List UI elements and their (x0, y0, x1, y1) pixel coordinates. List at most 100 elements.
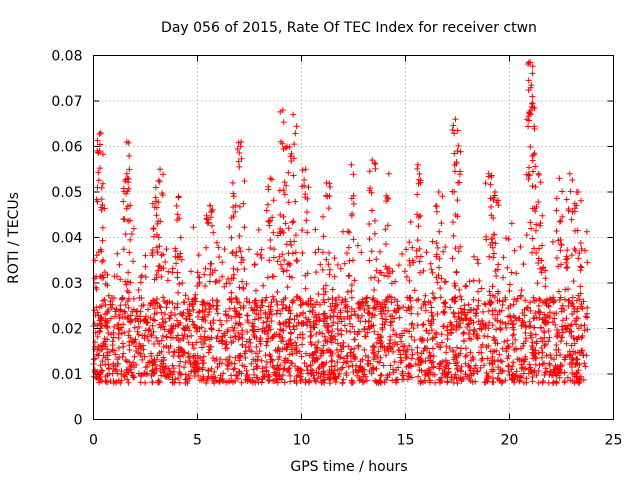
data-point (539, 299, 546, 306)
data-point (171, 379, 178, 386)
data-point (393, 379, 400, 386)
data-point (561, 306, 568, 313)
data-point (315, 339, 322, 346)
data-point (506, 287, 513, 294)
data-point (541, 334, 548, 341)
data-point (414, 165, 421, 172)
data-point (343, 370, 350, 377)
data-point (278, 327, 285, 334)
data-point (237, 248, 244, 255)
data-point (221, 283, 228, 290)
data-point (462, 283, 469, 290)
data-point (172, 253, 179, 260)
data-point (124, 175, 131, 182)
data-point (149, 252, 156, 259)
data-point (422, 307, 429, 314)
data-point (403, 273, 410, 280)
data-point (546, 334, 553, 341)
data-point (131, 338, 138, 345)
data-point (280, 320, 287, 327)
data-point (555, 369, 562, 376)
data-point (361, 378, 368, 385)
data-point (111, 323, 118, 330)
data-point (539, 212, 546, 219)
data-point (499, 345, 506, 352)
data-point (203, 244, 210, 251)
data-point (403, 307, 410, 314)
data-point (150, 302, 157, 309)
data-point (299, 250, 306, 257)
data-point (206, 202, 213, 209)
data-point (550, 299, 557, 306)
data-point (285, 169, 292, 176)
data-point (564, 325, 571, 332)
data-point (335, 351, 342, 358)
data-point (216, 360, 223, 367)
data-point (529, 235, 536, 242)
data-point (313, 378, 320, 385)
data-point (208, 208, 215, 215)
data-point (537, 179, 544, 186)
data-point (275, 344, 282, 351)
data-point (155, 379, 162, 386)
data-point (206, 346, 213, 353)
data-point (576, 375, 583, 382)
data-point (264, 331, 271, 338)
data-point (280, 213, 287, 220)
data-point (331, 374, 338, 381)
data-point (188, 332, 195, 339)
data-point (317, 261, 324, 268)
data-point (99, 201, 106, 208)
data-point (390, 366, 397, 373)
data-point (158, 265, 165, 272)
data-point (326, 271, 333, 278)
data-point (293, 123, 300, 130)
data-point (251, 371, 258, 378)
data-point (267, 359, 274, 366)
data-point (416, 170, 423, 177)
data-point (178, 311, 185, 318)
data-point (114, 321, 121, 328)
data-point (92, 257, 99, 264)
data-point (253, 302, 260, 309)
data-point (114, 360, 121, 367)
data-point (294, 313, 301, 320)
data-point (138, 371, 145, 378)
data-point (228, 360, 235, 367)
data-point (541, 360, 548, 367)
data-point (250, 366, 257, 373)
data-point (434, 279, 441, 286)
data-point (324, 338, 331, 345)
data-point (455, 313, 462, 320)
data-point (326, 380, 333, 387)
data-point (399, 250, 406, 257)
data-point (561, 354, 568, 361)
data-point (415, 354, 422, 361)
x-axis-label: GPS time / hours (290, 459, 407, 475)
data-point (208, 373, 215, 380)
data-point (356, 377, 363, 384)
data-point (415, 180, 422, 187)
data-point (325, 205, 332, 212)
data-point (316, 301, 323, 308)
data-point (584, 326, 591, 333)
data-point (429, 312, 436, 319)
data-point (193, 339, 200, 346)
data-point (260, 319, 267, 326)
data-point (164, 277, 171, 284)
data-point (238, 379, 245, 386)
data-point (491, 189, 498, 195)
data-point (500, 274, 507, 281)
data-point (264, 201, 271, 208)
data-point (230, 366, 237, 373)
data-point (206, 343, 213, 350)
data-point (363, 298, 370, 305)
data-point (563, 265, 570, 272)
data-point (149, 247, 156, 254)
data-point (223, 379, 230, 386)
data-point (363, 377, 370, 384)
data-point (555, 237, 562, 244)
data-point (584, 304, 591, 311)
data-point (226, 224, 233, 231)
